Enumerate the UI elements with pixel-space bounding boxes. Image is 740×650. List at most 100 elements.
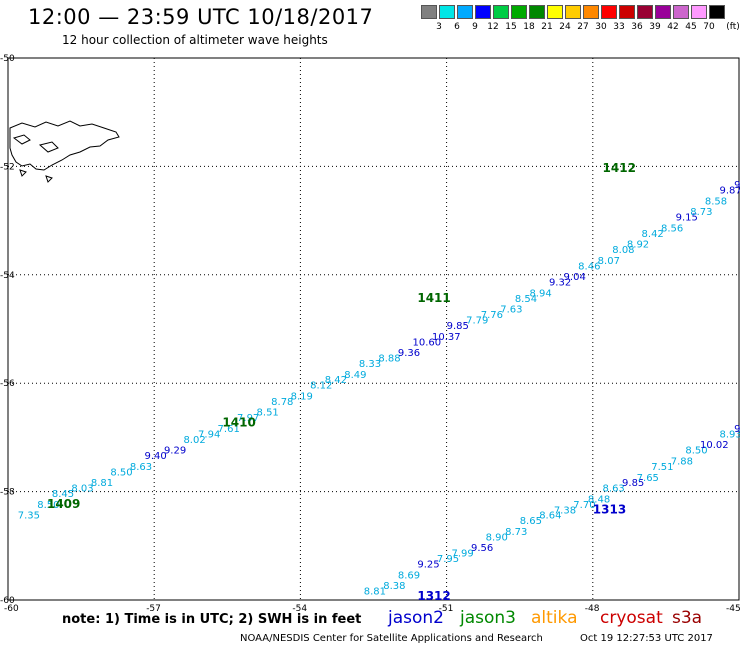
color-scale-label: 3 [436,22,442,32]
color-scale-unit: (ft) [726,22,740,32]
wave-height-label: 9.01 [734,180,740,191]
color-scale-label: 18 [523,22,535,32]
wave-height-label: 8.64 [539,511,561,522]
color-scale-label: 36 [631,22,643,32]
wave-height-label: 10.37 [432,332,461,343]
wave-height-label: 8.49 [344,370,366,381]
wave-height-label: 9.85 [622,478,644,489]
chart-title: 12:00 — 23:59 UTC 10/18/2017 [28,5,374,29]
wave-height-label: 9.04 [564,272,586,283]
y-tick-label: -54 [0,271,15,281]
color-swatch [601,5,617,19]
wave-height-label: 9.32 [549,278,571,289]
wave-height-label: 9.29 [164,446,186,457]
wave-height-label: 8.51 [257,408,279,419]
wave-height-label: 8.45 [52,489,74,500]
y-tick-label: -58 [0,488,15,498]
y-tick-label: -60 [0,596,15,606]
color-scale-label: 9 [472,22,478,32]
color-scale-label: 6 [454,22,460,32]
color-scale-label: 45 [685,22,697,32]
x-tick-label: -54 [292,604,307,614]
color-swatch [475,5,491,19]
wave-height-label: 8.50 [685,446,707,457]
wave-height-label: 8.42 [325,375,347,386]
wave-height-label: 8.03 [71,484,93,495]
wave-height-label: 8.02 [183,435,205,446]
wave-height-label: 8.58 [705,196,727,207]
wave-height-label: 8.88 [378,354,400,365]
wave-height-label: 8.90 [486,532,508,543]
satellite-s3a: s3a [672,608,703,628]
wave-height-label: 9.64 [734,424,740,435]
wave-height-label: 8.08 [612,245,634,256]
color-scale-label: 12 [487,22,499,32]
wave-height-label: 8.81 [91,478,113,489]
color-scale-label: 33 [613,22,625,32]
wave-height-label: 10.60 [412,337,441,348]
color-swatch [709,5,725,19]
y-tick-label: -52 [0,162,15,172]
wave-height-label: 9.85 [447,321,469,332]
color-swatch [421,5,437,19]
wave-height-label: 7.65 [637,473,659,484]
x-tick-label: -51 [439,604,454,614]
wave-height-label: 8.33 [359,359,381,370]
color-swatch [619,5,635,19]
y-tick-label: -56 [0,379,15,389]
chart-subtitle: 12 hour collection of altimeter wave hei… [62,33,328,47]
wave-height-label: 8.65 [520,516,542,527]
satellite-altika: altika [531,608,578,628]
plot-frame [7,57,740,601]
color-swatch [637,5,653,19]
wave-height-label: 8.73 [690,207,712,218]
wave-height-label: 7.99 [451,549,473,560]
wave-height-label: 8.07 [598,256,620,267]
wave-height-marks: 7.358.508.458.038.818.508.639.409.298.02… [18,161,740,603]
wave-height-label: 8.46 [578,261,600,272]
color-scale-label: 15 [505,22,517,32]
wave-height-label: 7.95 [437,554,459,565]
wave-height-label: 8.48 [588,494,610,505]
pass-number-label: 1410 [222,416,255,430]
color-swatch [457,5,473,19]
wave-height-label: 8.92 [627,240,649,251]
wave-height-label: 7.63 [500,305,522,316]
color-scale-label: 30 [595,22,607,32]
color-swatch [655,5,671,19]
wave-height-label: 8.73 [505,527,527,538]
color-swatch [673,5,689,19]
wave-height-label: 8.42 [642,229,664,240]
wave-height-label: 8.69 [398,570,420,581]
note-text: note: 1) Time is in UTC; 2) SWH is in fe… [62,612,362,627]
wave-height-label: 7.35 [18,511,40,522]
wave-height-label: 8.19 [291,391,313,402]
x-tick-label: -48 [585,604,600,614]
wave-height-label: 7.61 [218,424,240,435]
wave-height-label: 7.70 [573,500,595,511]
wave-height-label: 8.56 [661,223,683,234]
wave-height-label: 7.94 [198,429,220,440]
color-scale-label: 39 [649,22,661,32]
wave-height-label: 9.25 [417,559,439,570]
x-tick-label: -57 [146,604,161,614]
wave-height-label: 7.76 [481,310,503,321]
satellite-jason2: jason2 [388,608,444,628]
color-swatch [547,5,563,19]
pass-number-label: 1411 [417,291,450,305]
color-scale-label: 42 [667,22,679,32]
x-tick-label: -60 [4,604,19,614]
pass-number-label: 1312 [417,589,450,603]
wave-height-label: 8.63 [603,484,625,495]
footer-timestamp: Oct 19 12:27:53 UTC 2017 [580,633,713,644]
wave-height-label: 8.38 [383,581,405,592]
grid-lines [8,58,739,600]
color-scale-label: 21 [541,22,553,32]
footer-credit: NOAA/NESDIS Center for Satellite Applica… [240,633,543,644]
pass-number-label: 1313 [593,502,626,516]
color-swatch [583,5,599,19]
wave-height-label: 7.79 [466,316,488,327]
wave-height-label: 8.93 [720,429,740,440]
color-swatch [493,5,509,19]
